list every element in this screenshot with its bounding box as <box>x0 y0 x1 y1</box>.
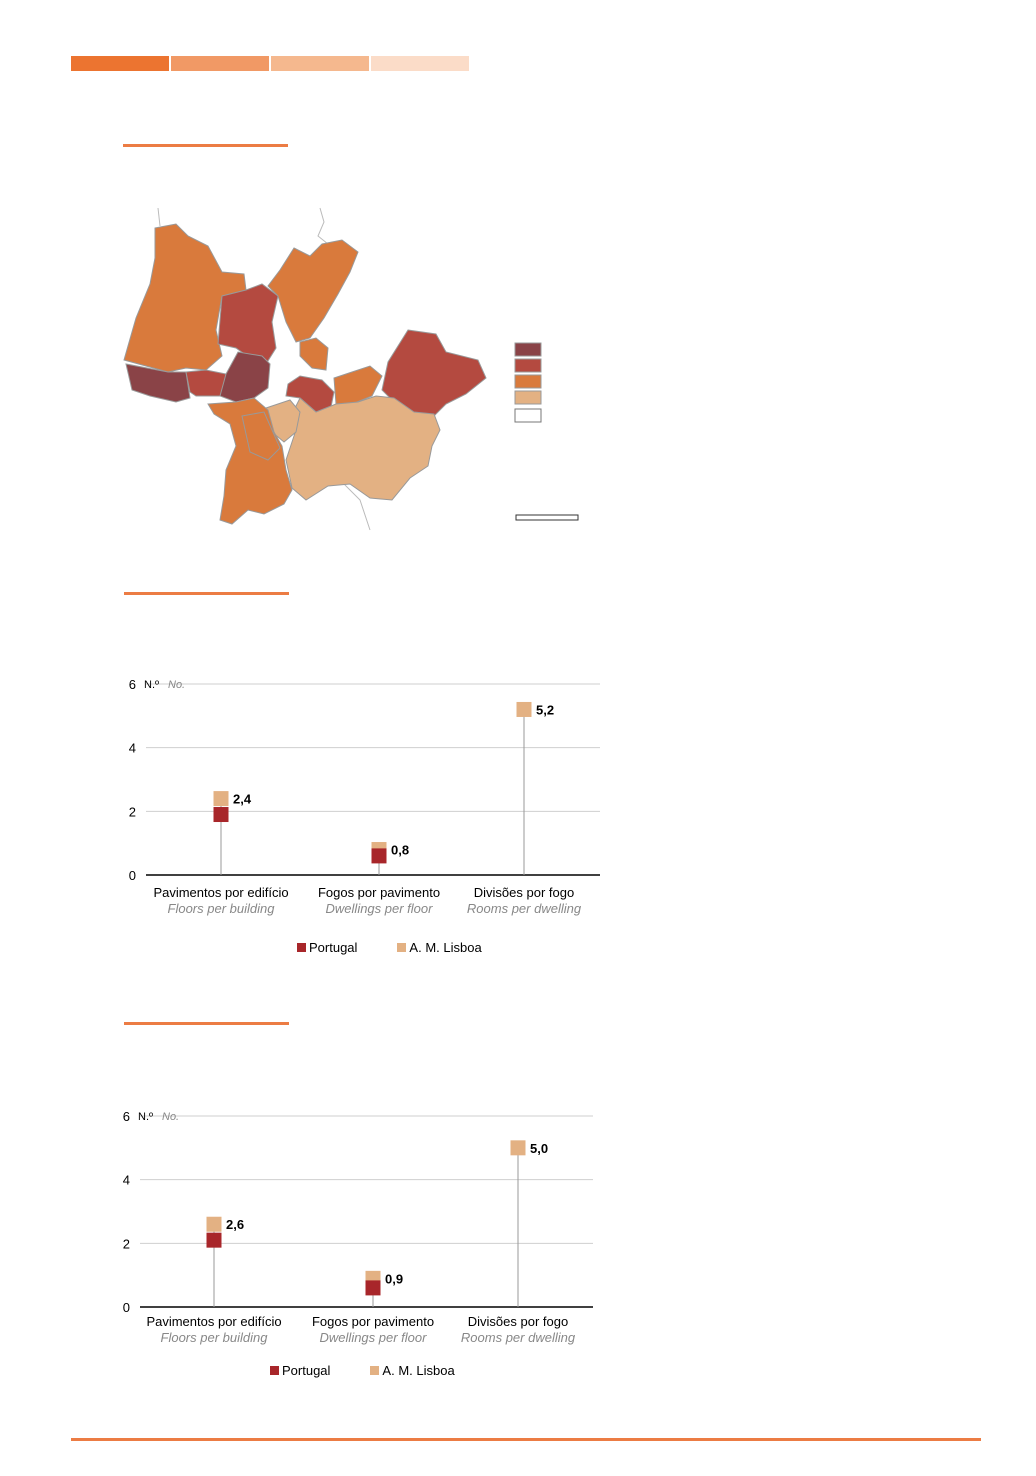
y-tick-label: 6 <box>129 677 136 692</box>
x-category-label: Fogos por pavimento <box>312 1314 434 1329</box>
y-tick-label: 2 <box>129 804 136 819</box>
chart-2-legend: Portugal A. M. Lisboa <box>270 1363 455 1378</box>
map-region <box>241 411 281 461</box>
header-bar-segment-1 <box>71 56 169 71</box>
point-portugal <box>213 807 229 823</box>
chart-1: 0 2 4 6 N.º No. 2,4 Pavimentos por edifícioFloo… <box>129 677 600 916</box>
point-lisboa <box>213 791 229 807</box>
legend-item-lisboa: A. M. Lisboa <box>370 1363 455 1378</box>
x-category-label: Divisões por fogo <box>474 885 574 900</box>
x-category-label: Pavimentos por edifício <box>146 1314 281 1329</box>
legend-swatch-lisboa <box>397 943 407 952</box>
chart-2: 0 2 4 6 N.º No. 2,6 Pavimentos por edifícioFloo… <box>123 1109 593 1345</box>
region-map <box>123 207 579 531</box>
map-scale-bar <box>515 514 579 521</box>
x-category-label-en: Rooms per dwelling <box>461 1330 576 1345</box>
header-bar-segment-4 <box>371 56 469 71</box>
point-lisboa <box>510 1140 526 1156</box>
point-portugal <box>371 848 387 864</box>
x-category-label: Pavimentos por edifício <box>153 885 288 900</box>
map-river-north <box>157 207 329 245</box>
y-unit-label-en: No. <box>168 679 185 691</box>
y-unit-label: N.º <box>138 1111 153 1123</box>
legend-item-portugal: Portugal <box>270 1363 330 1378</box>
section-rule-map <box>123 144 288 147</box>
map-region <box>267 239 359 343</box>
map-legend-swatch-4 <box>514 390 542 405</box>
y-tick-label: 6 <box>123 1109 130 1124</box>
map-region <box>185 369 227 397</box>
point-lisboa <box>206 1216 222 1232</box>
footer-rule <box>71 1438 981 1441</box>
legend-label-lisboa: A. M. Lisboa <box>382 1363 455 1378</box>
x-category-label-en: Rooms per dwelling <box>467 901 582 916</box>
data-label: 2,4 <box>233 792 252 807</box>
x-category-label-en: Floors per building <box>161 1330 269 1345</box>
legend-item-lisboa: A. M. Lisboa <box>397 940 482 955</box>
y-unit-label-en: No. <box>162 1111 179 1123</box>
data-label: 5,0 <box>530 1141 548 1156</box>
data-label: 0,9 <box>385 1271 403 1286</box>
point-lisboa <box>516 701 532 717</box>
y-tick-label: 4 <box>123 1173 130 1188</box>
map-region <box>381 329 487 419</box>
map-region <box>285 395 441 501</box>
point-portugal <box>365 1280 381 1296</box>
x-category-label: Fogos por pavimento <box>318 885 440 900</box>
y-tick-label: 4 <box>129 741 136 756</box>
data-label: 5,2 <box>536 702 554 717</box>
x-category-label-en: Floors per building <box>168 901 276 916</box>
legend-label-portugal: Portugal <box>309 940 358 955</box>
header-bar-segment-2 <box>171 56 269 71</box>
legend-label-portugal: Portugal <box>282 1363 331 1378</box>
map-region <box>219 351 271 403</box>
header-bar-segment-3 <box>271 56 369 71</box>
chart-1-legend: Portugal A. M. Lisboa <box>297 940 482 955</box>
legend-swatch-portugal <box>270 1366 279 1375</box>
map-legend-swatch-2 <box>514 358 542 373</box>
y-tick-label: 0 <box>129 868 136 883</box>
map-legend-swatch-1 <box>514 342 542 357</box>
map-region <box>125 363 191 403</box>
legend-item-portugal: Portugal <box>297 940 357 955</box>
map-legend-swatch-3 <box>514 374 542 389</box>
legend-swatch-portugal <box>297 943 306 952</box>
point-portugal <box>206 1232 222 1248</box>
map-region <box>299 337 329 371</box>
y-tick-label: 0 <box>123 1300 130 1315</box>
data-label: 0,8 <box>391 843 409 858</box>
data-label: 2,6 <box>226 1217 244 1232</box>
section-rule-chart-2 <box>124 1022 289 1025</box>
x-category-label-en: Dwellings per floor <box>326 901 434 916</box>
y-tick-label: 2 <box>123 1236 130 1251</box>
map-legend-swatch-5 <box>514 408 542 423</box>
map-region <box>217 283 279 365</box>
section-rule-chart-1 <box>124 592 289 595</box>
legend-label-lisboa: A. M. Lisboa <box>409 940 482 955</box>
map-river-south <box>339 479 371 531</box>
x-category-label-en: Dwellings per floor <box>320 1330 428 1345</box>
y-unit-label: N.º <box>144 679 159 691</box>
legend-swatch-lisboa <box>370 1366 380 1375</box>
x-category-label: Divisões por fogo <box>468 1314 568 1329</box>
